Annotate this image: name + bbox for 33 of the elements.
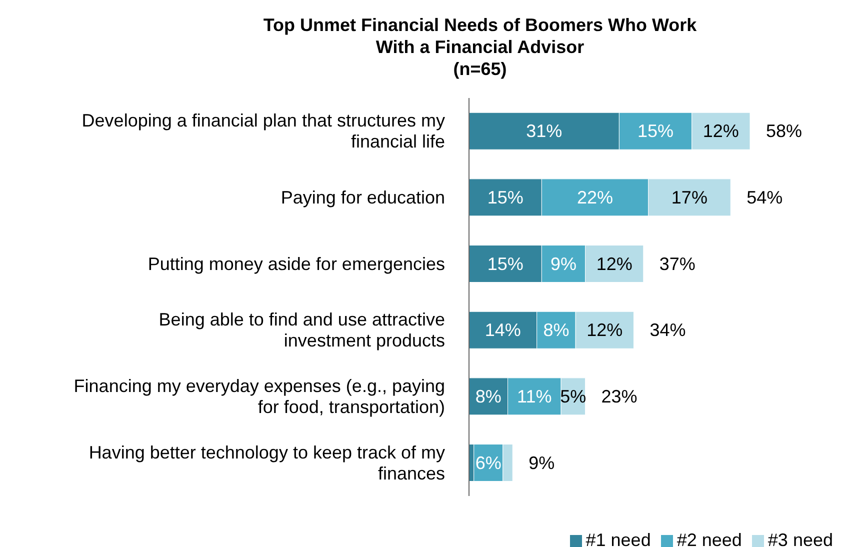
- y-tick-label: Paying for education: [280, 188, 445, 208]
- chart-subtitle: (n=65): [452, 58, 508, 80]
- data-label: 5%: [560, 386, 586, 406]
- data-label: 6%: [475, 452, 502, 473]
- total-label: 34%: [650, 320, 686, 340]
- chart-title: Top Unmet Financial Needs of Boomers Who Work With a Financial Advisor: [262, 14, 698, 58]
- y-tick-label: Developing a financial plan that structures my financial life: [82, 110, 445, 152]
- total-label: 54%: [746, 187, 783, 208]
- data-label: 9%: [550, 254, 576, 274]
- data-label: 14%: [484, 320, 521, 340]
- data-label: 17%: [671, 187, 708, 208]
- data-label: 31%: [526, 121, 562, 142]
- data-label: 12%: [702, 121, 739, 142]
- data-label: 22%: [576, 187, 613, 208]
- legend-label: #2 need: [676, 530, 742, 547]
- total-label: 37%: [659, 254, 696, 274]
- total-label: 23%: [601, 386, 638, 406]
- total-label: 9%: [528, 452, 555, 473]
- data-label: 12%: [586, 320, 623, 340]
- legend-label: #3 need: [768, 530, 833, 547]
- legend-label: #1 need: [586, 530, 651, 547]
- y-tick-label: Being able to find and use attractive investment products: [158, 310, 445, 351]
- data-label: 12%: [596, 254, 632, 274]
- data-label: 15%: [487, 254, 524, 274]
- y-tick-label: Putting money aside for emergencies: [148, 254, 445, 274]
- data-label: 15%: [638, 121, 674, 142]
- data-label: 8%: [475, 386, 502, 406]
- y-tick-label: Having better technology to keep track of my finances: [88, 442, 445, 484]
- data-label: 8%: [543, 320, 570, 340]
- y-tick-label: Financing my everyday expenses (e.g., paying for food, transportation): [74, 376, 445, 417]
- total-label: 58%: [766, 121, 802, 142]
- data-label: 15%: [487, 187, 524, 208]
- data-label: 11%: [517, 386, 552, 406]
